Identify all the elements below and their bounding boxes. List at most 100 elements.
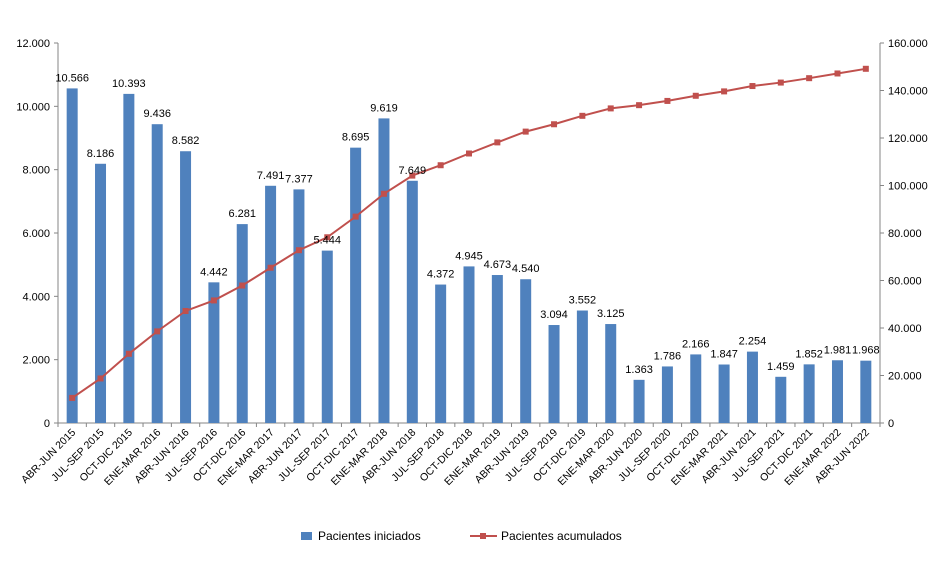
line-point xyxy=(125,350,132,357)
line-point xyxy=(664,97,671,104)
line-point xyxy=(749,83,756,90)
bar xyxy=(860,360,872,423)
line-point xyxy=(862,65,869,72)
data-labels-layer: 10.566 8.186 10.393 9.436 8.582 4.442 6.281 7.4… xyxy=(55,72,879,375)
bar xyxy=(576,310,588,423)
bar-data-label: 8.186 xyxy=(87,148,115,160)
bar xyxy=(180,151,192,423)
bar xyxy=(151,124,163,424)
y-right-tick-label: 40.000 xyxy=(888,323,922,335)
bar-data-label: 10.566 xyxy=(55,72,89,84)
bar-data-label: 7.377 xyxy=(285,173,313,185)
bar xyxy=(831,360,843,423)
bar-data-label: 6.281 xyxy=(228,208,256,220)
line-point xyxy=(721,88,728,95)
y-left-tick-label: 8.000 xyxy=(22,165,50,177)
bar-data-label: 1.459 xyxy=(767,361,795,373)
bar-data-label: 8.695 xyxy=(342,132,370,144)
bar-data-label: 1.968 xyxy=(852,345,880,357)
bar-data-label: 7.491 xyxy=(257,170,285,182)
legend-bar-swatch xyxy=(301,532,312,540)
bar xyxy=(803,364,815,423)
legend-line-marker xyxy=(480,533,486,539)
line-point xyxy=(522,128,529,135)
y-left-tick-label: 12.000 xyxy=(16,38,50,50)
bar-data-label: 1.981 xyxy=(824,344,852,356)
line-point xyxy=(324,234,331,241)
bar-data-label: 4.673 xyxy=(484,259,512,271)
legend: Pacientes iniciados Pacientes acumulados xyxy=(301,529,622,543)
bar-data-label: 4.540 xyxy=(512,263,540,275)
line-layer xyxy=(69,65,869,401)
line-point xyxy=(182,307,189,314)
y-right-tick-label: 140.000 xyxy=(888,86,928,98)
bar-data-label: 4.945 xyxy=(455,250,483,262)
bar xyxy=(208,282,220,423)
bar xyxy=(66,88,78,423)
line-point xyxy=(239,282,246,289)
bar-data-label: 1.852 xyxy=(795,348,823,360)
y-right-tick-label: 100.000 xyxy=(888,181,928,193)
bar xyxy=(520,279,532,423)
line-point xyxy=(579,112,586,119)
legend-label-acumulados: Pacientes acumulados xyxy=(501,529,622,543)
bar-data-label: 4.372 xyxy=(427,269,455,281)
bar xyxy=(491,275,503,423)
line-point xyxy=(551,121,558,128)
bar xyxy=(775,376,787,423)
bar xyxy=(95,163,107,423)
line-point xyxy=(295,247,302,254)
bar xyxy=(293,189,305,423)
bar-data-label: 1.363 xyxy=(625,364,653,376)
y-right-tick-label: 60.000 xyxy=(888,276,922,288)
line-point xyxy=(69,394,76,401)
bar-data-label: 3.552 xyxy=(569,295,597,307)
line-point xyxy=(806,75,813,82)
line-point xyxy=(636,102,643,109)
line-point xyxy=(607,105,614,112)
bar xyxy=(690,354,702,423)
bar xyxy=(605,324,617,423)
line-point xyxy=(210,297,217,304)
y-right-tick-label: 120.000 xyxy=(888,133,928,145)
y-left-tick-label: 4.000 xyxy=(22,291,50,303)
bar xyxy=(463,266,475,423)
bar xyxy=(350,147,362,424)
bar xyxy=(435,284,447,423)
bar xyxy=(548,325,560,423)
y-left-tick-label: 10.000 xyxy=(16,101,50,113)
bar-data-label: 9.436 xyxy=(143,108,171,120)
line-point xyxy=(834,70,841,77)
bar xyxy=(746,351,758,423)
y-left-tick-label: 6.000 xyxy=(22,228,50,240)
bar xyxy=(633,379,645,423)
bar-data-label: 2.254 xyxy=(739,336,767,348)
bar-data-label: 2.166 xyxy=(682,338,710,350)
bar xyxy=(661,366,673,423)
y-right-tick-label: 160.000 xyxy=(888,38,928,50)
line-point xyxy=(692,92,699,99)
bar xyxy=(236,224,248,423)
bar-data-label: 5.444 xyxy=(314,235,342,247)
legend-label-iniciados: Pacientes iniciados xyxy=(318,529,421,543)
line-point xyxy=(409,172,416,179)
y-left-tick-label: 0 xyxy=(44,418,50,430)
line-point xyxy=(267,264,274,271)
bar-data-label: 9.619 xyxy=(370,102,398,114)
line-point xyxy=(97,375,104,382)
bar-data-label: 3.125 xyxy=(597,308,625,320)
line-point xyxy=(352,213,359,220)
y-right-tick-label: 80.000 xyxy=(888,228,922,240)
line-point xyxy=(466,150,472,157)
line-point xyxy=(380,190,387,197)
bar-data-label: 1.847 xyxy=(710,349,738,361)
y-right-tick-label: 20.000 xyxy=(888,371,922,383)
line-point xyxy=(437,162,444,169)
line-point xyxy=(777,79,784,86)
bar xyxy=(718,364,730,423)
bar xyxy=(321,250,333,423)
y-left-tick-label: 2.000 xyxy=(22,355,50,367)
bar-data-label: 8.582 xyxy=(172,135,200,147)
bar xyxy=(265,185,277,423)
